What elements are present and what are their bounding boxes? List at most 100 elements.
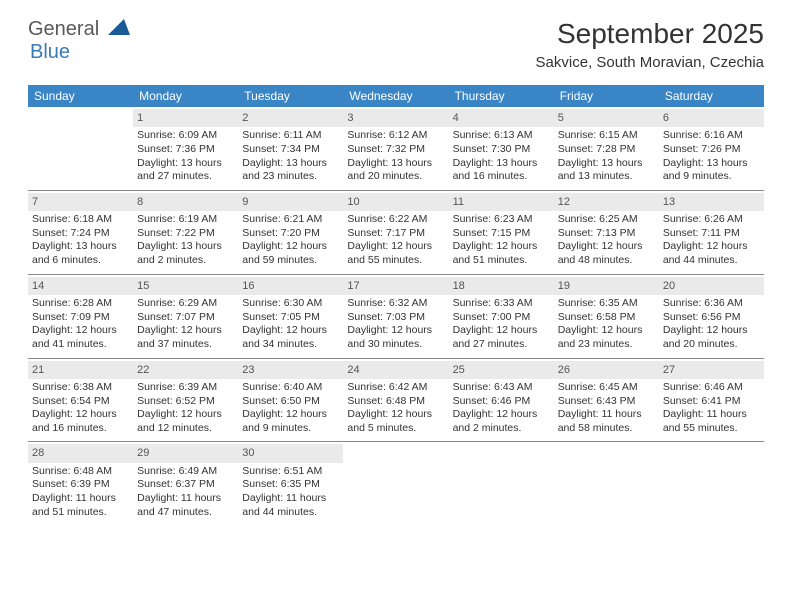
sunset-line: Sunset: 7:22 PM	[137, 227, 234, 241]
daylight-line: Daylight: 12 hours and 48 minutes.	[558, 240, 655, 267]
day-number: 21	[28, 361, 133, 379]
day-cell: 4 Sunrise: 6:13 AMSunset: 7:30 PMDaylight…	[449, 107, 554, 190]
daylight-line: Daylight: 12 hours and 9 minutes.	[242, 408, 339, 435]
sunrise-line: Sunrise: 6:48 AM	[32, 465, 129, 479]
day-cell: 25Sunrise: 6:43 AMSunset: 6:46 PMDayligh…	[449, 359, 554, 442]
day-cell: 27Sunrise: 6:46 AMSunset: 6:41 PMDayligh…	[659, 359, 764, 442]
daylight-line: Daylight: 11 hours and 47 minutes.	[137, 492, 234, 519]
daylight-line: Daylight: 13 hours and 13 minutes.	[558, 157, 655, 184]
day-number: 29	[133, 444, 238, 462]
header: General Blue September 2025 Sakvice, Sou…	[0, 0, 792, 71]
month-title: September 2025	[536, 18, 764, 50]
sunrise-line: Sunrise: 6:23 AM	[453, 213, 550, 227]
daylight-line: Daylight: 12 hours and 59 minutes.	[242, 240, 339, 267]
sunrise-line: Sunrise: 6:15 AM	[558, 129, 655, 143]
sunset-line: Sunset: 6:35 PM	[242, 478, 339, 492]
sunset-line: Sunset: 6:48 PM	[347, 395, 444, 409]
day-number: 19	[554, 277, 659, 295]
day-cell: 20Sunrise: 6:36 AMSunset: 6:56 PMDayligh…	[659, 275, 764, 358]
sunset-line: Sunset: 7:28 PM	[558, 143, 655, 157]
daylight-line: Daylight: 13 hours and 16 minutes.	[453, 157, 550, 184]
sunrise-line: Sunrise: 6:12 AM	[347, 129, 444, 143]
day-cell: 23Sunrise: 6:40 AMSunset: 6:50 PMDayligh…	[238, 359, 343, 442]
sunrise-line: Sunrise: 6:19 AM	[137, 213, 234, 227]
sunset-line: Sunset: 6:50 PM	[242, 395, 339, 409]
sunset-line: Sunset: 7:05 PM	[242, 311, 339, 325]
logo-triangle-icon	[108, 19, 130, 35]
sunrise-line: Sunrise: 6:36 AM	[663, 297, 760, 311]
day-cell: 9Sunrise: 6:21 AMSunset: 7:20 PMDaylight…	[238, 191, 343, 274]
daylight-line: Daylight: 11 hours and 58 minutes.	[558, 408, 655, 435]
day-number: 7	[28, 193, 133, 211]
day-cell: 15 Sunrise: 6:29 AMSunset: 7:07 PMDayligh…	[133, 275, 238, 358]
sunset-line: Sunset: 7:26 PM	[663, 143, 760, 157]
day-cell: 22Sunrise: 6:39 AMSunset: 6:52 PMDayligh…	[133, 359, 238, 442]
day-number: 17	[343, 277, 448, 295]
day-number: 18	[449, 277, 554, 295]
daylight-line: Daylight: 12 hours and 37 minutes.	[137, 324, 234, 351]
sunset-line: Sunset: 6:39 PM	[32, 478, 129, 492]
daylight-line: Daylight: 12 hours and 55 minutes.	[347, 240, 444, 267]
sunrise-line: Sunrise: 6:38 AM	[32, 381, 129, 395]
day-number: 15	[133, 277, 238, 295]
day-cell: 28Sunrise: 6:48 AMSunset: 6:39 PMDayligh…	[28, 442, 133, 525]
sunset-line: Sunset: 7:00 PM	[453, 311, 550, 325]
day-number: 12	[554, 193, 659, 211]
sunset-line: Sunset: 7:11 PM	[663, 227, 760, 241]
day-cell: 1Sunrise: 6:09 AMSunset: 7:36 PMDaylight…	[133, 107, 238, 190]
sunrise-line: Sunrise: 6:45 AM	[558, 381, 655, 395]
day-cell: 12Sunrise: 6:25 AMSunset: 7:13 PMDayligh…	[554, 191, 659, 274]
sunrise-line: Sunrise: 6:33 AM	[453, 297, 550, 311]
daylight-line: Daylight: 12 hours and 2 minutes.	[453, 408, 550, 435]
day-number: 22	[133, 361, 238, 379]
sunrise-line: Sunrise: 6:43 AM	[453, 381, 550, 395]
sunrise-line: Sunrise: 6:21 AM	[242, 213, 339, 227]
daylight-line: Daylight: 11 hours and 44 minutes.	[242, 492, 339, 519]
sunrise-line: Sunrise: 6:09 AM	[137, 129, 234, 143]
day-cell: 11Sunrise: 6:23 AMSunset: 7:15 PMDayligh…	[449, 191, 554, 274]
day-number: 20	[659, 277, 764, 295]
day-cell: 17Sunrise: 6:32 AMSunset: 7:03 PMDayligh…	[343, 275, 448, 358]
day-number: 25	[449, 361, 554, 379]
sunrise-line: Sunrise: 6:13 AM	[453, 129, 550, 143]
sunrise-line: Sunrise: 6:35 AM	[558, 297, 655, 311]
sunrise-line: Sunrise: 6:49 AM	[137, 465, 234, 479]
day-number: 13	[659, 193, 764, 211]
daylight-line: Daylight: 12 hours and 23 minutes.	[558, 324, 655, 351]
sunset-line: Sunset: 7:30 PM	[453, 143, 550, 157]
day-number: 11	[449, 193, 554, 211]
daylight-line: Daylight: 12 hours and 12 minutes.	[137, 408, 234, 435]
sunset-line: Sunset: 6:41 PM	[663, 395, 760, 409]
day-cell: 26Sunrise: 6:45 AMSunset: 6:43 PMDayligh…	[554, 359, 659, 442]
sunset-line: Sunset: 6:54 PM	[32, 395, 129, 409]
day-cell: 21Sunrise: 6:38 AMSunset: 6:54 PMDayligh…	[28, 359, 133, 442]
empty-cell	[28, 107, 133, 190]
sunset-line: Sunset: 7:36 PM	[137, 143, 234, 157]
sunset-line: Sunset: 7:32 PM	[347, 143, 444, 157]
day-number: 24	[343, 361, 448, 379]
empty-cell	[449, 442, 554, 525]
weekday-header: Wednesday	[343, 85, 448, 107]
logo-word-2: Blue	[30, 41, 70, 63]
daylight-line: Daylight: 12 hours and 20 minutes.	[663, 324, 760, 351]
weekday-header: Friday	[554, 85, 659, 107]
day-cell: 10Sunrise: 6:22 AMSunset: 7:17 PMDayligh…	[343, 191, 448, 274]
logo-word-1: General	[28, 18, 99, 40]
day-number: 27	[659, 361, 764, 379]
day-number: 3	[343, 109, 448, 127]
sunset-line: Sunset: 7:13 PM	[558, 227, 655, 241]
sunrise-line: Sunrise: 6:22 AM	[347, 213, 444, 227]
sunrise-line: Sunrise: 6:18 AM	[32, 213, 129, 227]
day-cell: 24Sunrise: 6:42 AMSunset: 6:48 PMDayligh…	[343, 359, 448, 442]
sunrise-line: Sunrise: 6:29 AM	[137, 297, 234, 311]
sunset-line: Sunset: 7:07 PM	[137, 311, 234, 325]
weekday-header-row: SundayMondayTuesdayWednesdayThursdayFrid…	[28, 85, 764, 107]
week-row: 21 Sunrise: 6:38 AMSunset: 6:54 PM Dayligh…	[28, 359, 764, 443]
empty-cell	[659, 442, 764, 525]
day-number: 2	[238, 109, 343, 127]
day-cell: 8Sunrise: 6:19 AMSunset: 7:22 PMDaylight…	[133, 191, 238, 274]
weekday-header: Saturday	[659, 85, 764, 107]
daylight-line: Daylight: 12 hours and 30 minutes.	[347, 324, 444, 351]
day-number: 4	[449, 109, 554, 127]
sunrise-line: Sunrise: 6:28 AM	[32, 297, 129, 311]
